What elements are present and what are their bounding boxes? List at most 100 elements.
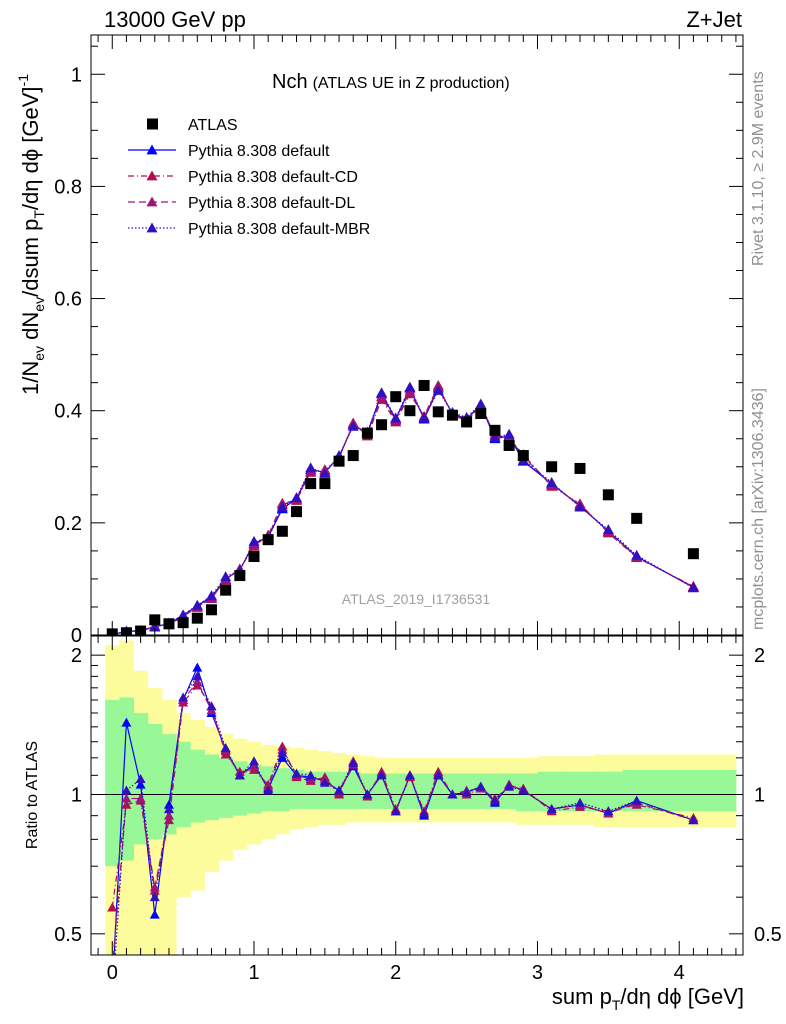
atlas-point [446, 409, 458, 421]
ratio-ytick-label: 1 [71, 784, 82, 806]
ratio-plot-frame [90, 635, 744, 956]
mc-point [489, 432, 501, 443]
main-ylabel: 1/Nev dNev/dsum pT/dη dϕ [GeV]-1 [15, 74, 47, 395]
ratio-point [163, 815, 174, 825]
mc-point [574, 501, 586, 512]
ratio-point [319, 777, 330, 787]
atlas-point [390, 391, 402, 403]
ratio-point [192, 662, 203, 672]
uncertainty-band-green [190, 749, 205, 823]
atlas-point [404, 405, 416, 417]
legend-triangle-marker [146, 144, 158, 155]
ratio-point [447, 789, 458, 799]
atlas-point [546, 461, 558, 473]
mc-point [305, 462, 317, 473]
mc-point [149, 621, 161, 632]
header-right: Z+Jet [686, 7, 742, 32]
ratio-point [149, 882, 160, 892]
uncertainty-band-green [218, 757, 234, 818]
ratio-point [178, 692, 189, 702]
ratio-ytick-label: 0.5 [54, 924, 82, 946]
ratio-xtick-label: 0 [107, 962, 118, 984]
atlas-point [276, 525, 288, 537]
atlas-point [461, 416, 473, 428]
ratio-point [504, 781, 515, 791]
mc-point [347, 420, 359, 431]
atlas-point [361, 427, 373, 439]
ratio-point [135, 793, 146, 803]
legend-triangle-marker [146, 222, 158, 233]
ratio-point [475, 781, 486, 791]
legend-square-marker [147, 118, 158, 130]
ratio-point [419, 808, 430, 818]
ratio-xtick-label: 1 [248, 962, 259, 984]
atlas-point [291, 506, 303, 518]
atlas-point [432, 406, 444, 418]
atlas-point [631, 512, 643, 524]
ratio-point [149, 909, 160, 919]
ratio-ytick-label-right: 1 [754, 784, 765, 806]
ratio-point [390, 806, 401, 816]
atlas-point [319, 478, 331, 490]
legend-label: Pythia 8.308 default [188, 143, 330, 160]
atlas-point [503, 439, 515, 451]
ratio-point [121, 793, 132, 803]
ratio-point [518, 785, 529, 795]
atlas-point [602, 489, 614, 501]
uncertainty-band-green [176, 741, 191, 828]
legend-item: Pythia 8.308 default-MBR [128, 221, 370, 238]
ratio-point [277, 747, 288, 757]
uncertainty-band-green [105, 700, 120, 867]
ratio-point [149, 892, 160, 902]
ratio-ytick-label-right: 0.5 [754, 924, 782, 946]
plot-title: Nch (ATLAS UE in Z production) [272, 71, 510, 93]
uncertainty-band-green [275, 768, 290, 812]
ratio-point [305, 770, 316, 780]
ratio-point [234, 770, 245, 780]
mc-point [631, 549, 643, 560]
uncertainty-band-green [502, 773, 517, 810]
mc-point [205, 590, 217, 601]
mcplots-label: mcplots.cern.ch [arXiv:1306.3436] [750, 388, 767, 630]
ratio-point [135, 779, 146, 789]
ratio-point [121, 785, 132, 795]
ratio-point [249, 756, 259, 766]
ratio-point [489, 795, 500, 805]
mc-point [390, 412, 402, 423]
mc-point [319, 468, 331, 478]
legend-label: Pythia 8.308 default-MBR [188, 221, 370, 238]
uncertainty-band-green [246, 764, 262, 814]
legend: ATLAS Pythia 8.308 default Pythia 8.308 de… [128, 117, 370, 238]
atlas-point [574, 462, 586, 474]
atlas-point [347, 450, 359, 462]
uncertainty-band-green [388, 773, 404, 810]
atlas-point [517, 450, 529, 462]
main-ytick-label: 0.8 [54, 176, 82, 198]
uncertainty-band-green [650, 769, 737, 812]
ratio-point [263, 785, 274, 795]
ratio-point [433, 770, 444, 780]
ratio-point [192, 671, 203, 681]
ratio-point [291, 768, 302, 778]
ratio-ylabel: Ratio to ATLAS [24, 741, 41, 849]
ratio-xtick-label: 2 [390, 962, 401, 984]
legend-label: ATLAS [188, 117, 238, 134]
legend-item: Pythia 8.308 default [128, 143, 330, 160]
ratio-series-line [112, 680, 694, 955]
main-plot-panel: 0 0.2 0.4 0.6 0.8 1 Nch (ATLAS UE in Z product… [15, 34, 744, 647]
ratio-point [107, 984, 117, 993]
mc-point [191, 599, 203, 610]
mc-point [418, 412, 430, 423]
mc-point [291, 492, 303, 503]
ratio-point [546, 804, 557, 814]
ratio-point [334, 785, 345, 795]
atlas-point [418, 379, 430, 391]
atlas-point [149, 614, 161, 626]
uncertainty-band-green [147, 724, 163, 840]
mc-point [432, 385, 444, 395]
main-plot-frame [90, 34, 744, 636]
atlas-point [333, 455, 345, 467]
uncertainty-band-green [417, 773, 432, 810]
ratio-point [376, 770, 387, 780]
atlas-point [205, 604, 217, 616]
